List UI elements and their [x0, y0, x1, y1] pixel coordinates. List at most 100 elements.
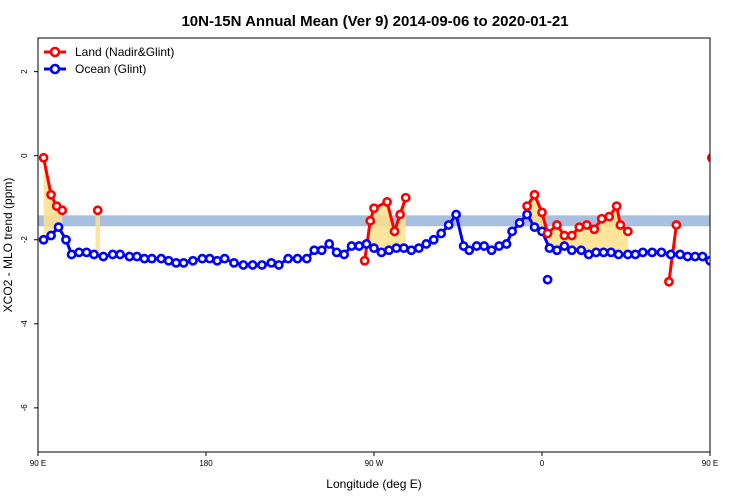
land-point: [727, 207, 734, 214]
land-point: [92, 205, 103, 216]
ocean-point: [229, 257, 239, 268]
ocean-point: [507, 226, 518, 237]
ocean-point: [529, 222, 540, 233]
land-point: [537, 207, 547, 218]
ocean-point: [89, 249, 99, 260]
land-point: [604, 211, 615, 222]
ocean-point: [464, 245, 475, 256]
ocean-point: [501, 239, 512, 249]
land-point: [559, 230, 570, 241]
ocean-point: [591, 247, 602, 258]
ocean-point: [273, 260, 284, 270]
land-point: [664, 276, 674, 287]
land-point: [611, 201, 622, 212]
land-point: [542, 228, 553, 239]
ocean-point: [361, 239, 372, 249]
ocean-point: [514, 218, 525, 228]
ocean-point: [576, 245, 587, 256]
ocean-point: [583, 249, 594, 260]
ocean-point: [139, 253, 150, 264]
land-point: [552, 220, 562, 230]
land-point: [716, 192, 723, 199]
ocean-point: [324, 239, 335, 249]
ocean-point: [486, 245, 497, 256]
ocean-point: [421, 239, 432, 249]
legend: Land (Nadir&Glint) Ocean (Glint): [44, 45, 174, 76]
ocean-point: [665, 249, 676, 260]
ocean-point: [552, 245, 562, 256]
ocean-point: [494, 241, 504, 251]
land-point: [706, 153, 710, 163]
ocean-point: [146, 253, 157, 264]
land-point: [46, 189, 56, 200]
y-axis-ticks: 2 0 -2 -4 -6: [20, 69, 38, 411]
ocean-point: [197, 253, 208, 264]
land-point: [389, 226, 400, 237]
land-point: [522, 201, 532, 212]
y-tick-label: -2: [20, 236, 29, 244]
ocean-point: [61, 234, 71, 245]
chart-title: 10N-15N Annual Mean (Ver 9) 2014-09-06 t…: [181, 13, 568, 30]
ocean-point: [301, 253, 312, 264]
land-fill: [527, 194, 628, 255]
ocean-point: [647, 247, 658, 258]
ocean-point: [682, 251, 693, 262]
land-point: [581, 220, 592, 230]
ocean-point: [622, 249, 633, 260]
ocean-point: [53, 222, 64, 233]
ocean-point: [376, 247, 387, 258]
land-point: [574, 222, 585, 233]
ocean-point: [391, 243, 402, 254]
land-point: [622, 226, 633, 237]
ocean-point: [238, 260, 249, 270]
ocean-point: [156, 253, 167, 264]
ocean-point: [219, 253, 230, 264]
ocean-point: [413, 243, 424, 254]
ocean-point: [566, 245, 577, 256]
ocean-point: [74, 247, 84, 258]
ocean-point: [257, 260, 267, 270]
ocean-point: [38, 234, 49, 245]
ocean-point: [212, 255, 223, 266]
x-axis-ticks: 90 E 180 90 W 0 90 E: [30, 452, 718, 468]
land-point: [589, 224, 600, 235]
ocean-point: [115, 249, 126, 260]
y-tick-label: -4: [20, 320, 29, 328]
ocean-point: [188, 255, 198, 266]
land-series-line: [712, 158, 731, 211]
ocean-point: [124, 251, 135, 262]
y-axis-label: XCO2 - MLO trend (ppm): [1, 178, 15, 313]
ocean-point: [451, 209, 462, 220]
ocean-point: [656, 247, 667, 258]
ocean-point: [443, 220, 454, 230]
ocean-point: [354, 241, 364, 251]
ocean-point: [346, 241, 357, 251]
ocean-point: [132, 251, 142, 262]
x-tick-label: 0: [540, 459, 545, 468]
x-tick-label: 90 E: [30, 459, 46, 468]
land-point: [369, 203, 379, 214]
land-point: [382, 197, 392, 207]
ocean-point: [283, 253, 294, 264]
plot-data: [38, 152, 734, 287]
ocean-point: [598, 247, 609, 258]
ocean-point: [384, 245, 394, 256]
ocean-point: [690, 251, 700, 262]
land-point: [57, 205, 68, 216]
ocean-point: [331, 247, 342, 258]
land-point: [400, 192, 411, 203]
ocean-point: [398, 243, 409, 254]
ocean-point: [613, 249, 624, 260]
legend-land-label: Land (Nadir&Glint): [75, 45, 174, 59]
legend-ocean-label: Ocean (Glint): [75, 62, 146, 76]
y-tick-label: 0: [20, 153, 29, 158]
ocean-point: [46, 230, 56, 241]
ocean-point: [292, 253, 303, 264]
ocean-point: [266, 257, 277, 268]
ocean-point: [98, 251, 109, 262]
ocean-point: [675, 249, 686, 260]
land-point: [529, 189, 540, 200]
ocean-point: [630, 249, 641, 260]
y-tick-label: 2: [20, 69, 29, 74]
